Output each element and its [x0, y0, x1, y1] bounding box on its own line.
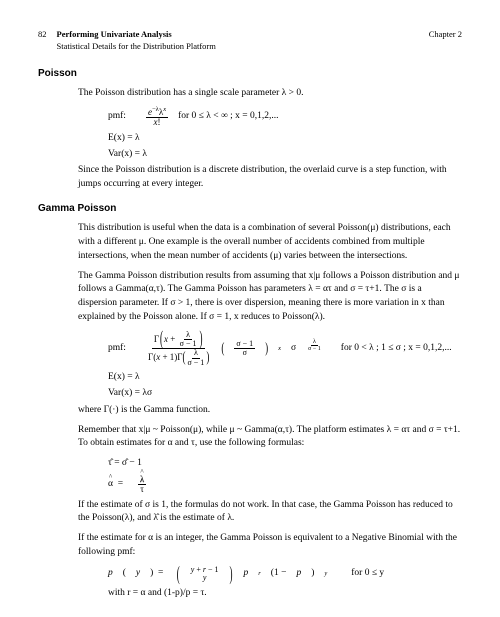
gamma-pmf-cond: for 0 < λ ; 1 ≤ σ ; x = 0,1,2,...: [341, 342, 452, 356]
header-title: Performing Univariate Analysis: [57, 28, 216, 40]
nb-pmf: p(y) = (y + r − 1y)pr(1 − p)y for 0 ≤ y: [108, 566, 462, 583]
poisson-note: Since the Poisson distribution is a disc…: [78, 164, 462, 192]
gamma-func-note: where Γ(·) is the Gamma function.: [78, 404, 462, 418]
page-header: 82 Performing Univariate Analysis Statis…: [38, 28, 462, 53]
gamma-var: Var(x) = λσ: [108, 387, 462, 401]
pmf-condition: for 0 ≤ λ < ∞ ; x = 0,1,2,...: [178, 110, 278, 124]
poisson-ex: E(x) = λ: [108, 132, 462, 146]
gamma-p1: This distribution is useful when the dat…: [78, 222, 462, 263]
gamma-pmf-label: pmf:: [108, 342, 136, 356]
gamma-p3: Remember that x|μ ~ Poisson(μ), while μ …: [78, 424, 462, 452]
gamma-pmf: pmf: Γ(x + λσ − 1) Γ(x + 1)Γ(λσ − 1) (σ …: [108, 331, 462, 368]
tau-eq: τ̂ = σ̂ − 1: [108, 457, 462, 471]
pmf-label: pmf:: [108, 110, 136, 124]
header-subtitle: Statistical Details for the Distribution…: [57, 40, 216, 52]
gamma-p5: If the estimate for α is an integer, the…: [78, 532, 462, 560]
poisson-var: Var(x) = λ: [108, 148, 462, 162]
chapter-label: Chapter 2: [429, 28, 462, 40]
poisson-heading: Poisson: [38, 67, 462, 82]
poisson-intro: The Poisson distribution has a single sc…: [78, 87, 462, 101]
gamma-p6: with r = α and (1-p)/p = τ.: [108, 587, 462, 601]
gamma-heading: Gamma Poisson: [38, 202, 462, 217]
nb-pmf-cond: for 0 ≤ y: [351, 567, 384, 581]
gamma-ex: E(x) = λ: [108, 371, 462, 385]
poisson-pmf: pmf: e−λλx x! for 0 ≤ λ < ∞ ; x = 0,1,2,…: [108, 107, 462, 128]
gamma-p2: The Gamma Poisson distribution results f…: [78, 270, 462, 325]
alpha-eq: α = λ τ: [108, 475, 462, 495]
page-number: 82: [38, 28, 47, 53]
gamma-p4: If the estimate of σ is 1, the formulas …: [78, 499, 462, 527]
